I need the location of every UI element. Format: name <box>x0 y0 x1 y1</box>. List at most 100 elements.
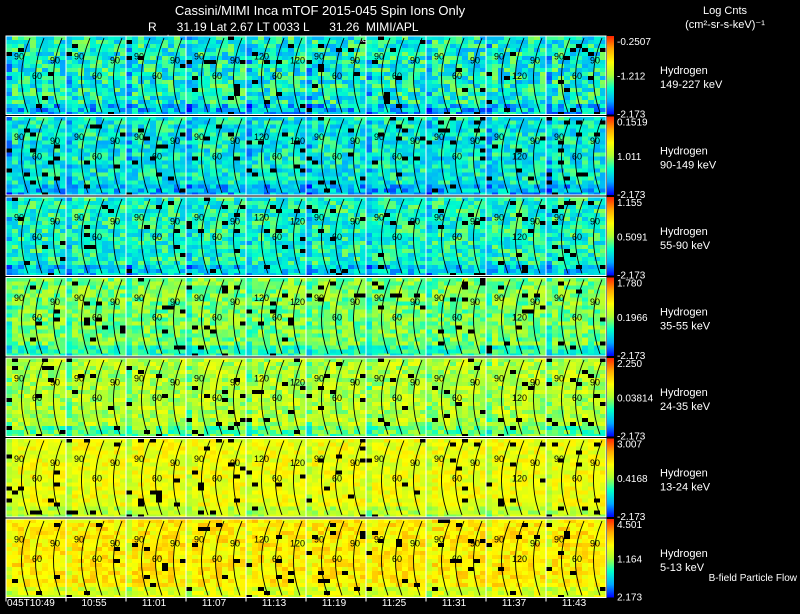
heatmap-cell <box>90 117 96 121</box>
heatmap-cell <box>120 64 126 68</box>
heatmap-cell <box>426 205 432 209</box>
contour-label: 60 <box>332 71 342 81</box>
heatmap-cell <box>168 92 174 96</box>
heatmap-cell <box>126 177 132 181</box>
heatmap-cell <box>348 181 354 185</box>
heatmap-cell <box>486 129 492 133</box>
heatmap-cell <box>150 173 156 177</box>
heatmap-cell <box>150 225 156 229</box>
heatmap-cell <box>180 125 186 129</box>
heatmap-cell <box>108 100 114 104</box>
heatmap-cell <box>228 185 234 189</box>
heatmap-cell <box>108 189 114 193</box>
heatmap-cell <box>426 56 432 60</box>
heatmap-cell <box>246 237 252 241</box>
heatmap-cell <box>6 189 12 193</box>
heatmap-cell <box>492 197 498 201</box>
heatmap-cell <box>546 169 552 173</box>
heatmap-cell <box>72 36 78 40</box>
heatmap-cell <box>150 205 156 209</box>
heatmap-cell <box>210 84 216 88</box>
heatmap-cell <box>144 237 150 241</box>
heatmap-cell <box>72 177 78 181</box>
heatmap-cell <box>60 221 66 225</box>
heatmap-cell <box>270 100 276 104</box>
heatmap-cell <box>24 72 30 76</box>
heatmap-cell <box>126 104 132 108</box>
heatmap-cell <box>252 72 258 76</box>
heatmap-cell <box>378 64 384 68</box>
heatmap-cell <box>66 92 72 96</box>
heatmap-cell <box>150 44 156 48</box>
heatmap-cell <box>282 56 288 60</box>
heatmap-cell <box>330 165 336 169</box>
heatmap-cell <box>582 36 588 40</box>
heatmap-cell <box>426 121 432 125</box>
heatmap-cell <box>294 36 300 40</box>
heatmap-cell <box>204 173 210 177</box>
heatmap-cell <box>504 169 510 173</box>
heatmap-cell <box>204 161 210 165</box>
heatmap-cell <box>582 129 588 133</box>
heatmap-cell <box>528 40 534 44</box>
heatmap-cell <box>528 197 534 201</box>
heatmap-cell <box>126 64 132 68</box>
heatmap-cell <box>126 189 132 193</box>
heatmap-cell <box>564 68 570 72</box>
heatmap-cell <box>582 209 588 213</box>
heatmap-cell <box>342 233 348 237</box>
heatmap-cell <box>102 141 108 145</box>
heatmap-cell <box>402 64 408 68</box>
heatmap-cell <box>126 221 132 225</box>
heatmap-cell <box>570 137 576 141</box>
heatmap-cell <box>108 197 114 201</box>
heatmap-cell <box>186 233 192 237</box>
heatmap-cell <box>462 145 468 149</box>
heatmap-cell <box>126 108 132 112</box>
heatmap-cell <box>378 68 384 72</box>
heatmap-cell <box>66 80 72 84</box>
heatmap-cell <box>66 233 72 237</box>
heatmap-cell <box>486 209 492 213</box>
heatmap-cell <box>132 68 138 72</box>
contour-label: 90 <box>350 136 360 146</box>
heatmap-cell <box>282 161 288 165</box>
heatmap-cell <box>204 177 210 181</box>
heatmap-cell <box>450 201 456 205</box>
heatmap-cell <box>246 157 252 161</box>
heatmap-cell <box>228 68 234 72</box>
heatmap-cell <box>540 145 546 149</box>
heatmap-cell <box>318 197 324 201</box>
heatmap-cell <box>234 36 240 40</box>
heatmap-cell <box>588 36 594 40</box>
heatmap-cell <box>204 80 210 84</box>
heatmap-cell <box>558 44 564 48</box>
heatmap-cell <box>462 76 468 80</box>
heatmap-cell <box>6 205 12 209</box>
heatmap-cell <box>66 60 72 64</box>
heatmap-cell <box>216 84 222 88</box>
heatmap-cell <box>168 185 174 189</box>
heatmap-cell <box>426 60 432 64</box>
heatmap-cell <box>414 161 420 165</box>
heatmap-cell <box>486 201 492 205</box>
heatmap-cell <box>390 64 396 68</box>
heatmap-cell <box>360 64 366 68</box>
heatmap-cell <box>570 44 576 48</box>
heatmap-cell <box>252 145 258 149</box>
heatmap-cell <box>186 189 192 193</box>
heatmap-cell <box>198 189 204 193</box>
heatmap-cell <box>108 44 114 48</box>
heatmap-cell <box>600 96 606 100</box>
heatmap-cell <box>294 197 300 201</box>
heatmap-cell <box>6 201 12 205</box>
heatmap-cell <box>492 153 498 157</box>
heatmap-cell <box>378 40 384 44</box>
heatmap-cell <box>312 104 318 108</box>
heatmap-cell <box>300 209 306 213</box>
heatmap-cell <box>240 209 246 213</box>
heatmap-cell <box>498 104 504 108</box>
heatmap-cell <box>54 72 60 76</box>
heatmap-cell <box>108 149 114 153</box>
heatmap-cell <box>570 225 576 229</box>
